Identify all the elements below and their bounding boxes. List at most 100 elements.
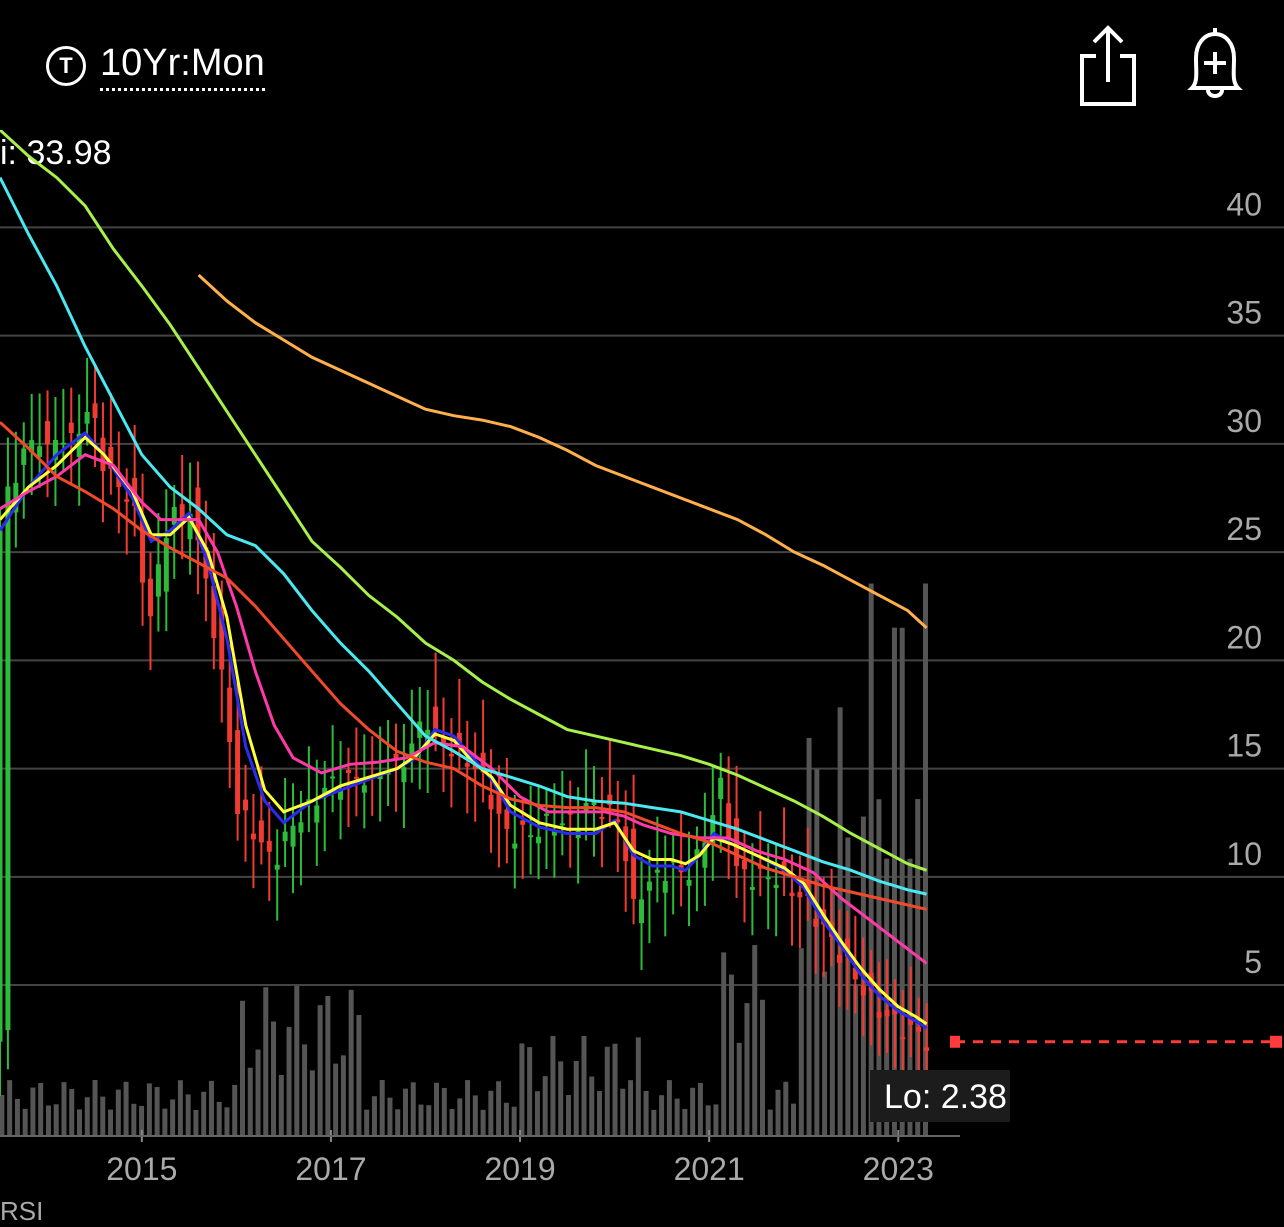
volume-bar	[294, 985, 300, 1135]
y-tick-label: 5	[1244, 944, 1262, 980]
add-alert-button[interactable]	[1180, 24, 1250, 110]
y-tick-label: 40	[1226, 186, 1262, 222]
candle-body	[37, 446, 43, 457]
volume-bar	[573, 1060, 579, 1135]
volume-bar	[674, 1098, 680, 1135]
candle-body	[852, 967, 858, 980]
x-tick-label: 2021	[674, 1151, 745, 1187]
candle-body	[702, 842, 708, 868]
volume-bar	[302, 1044, 308, 1135]
candle-body	[361, 785, 367, 793]
x-tick-label: 2019	[484, 1151, 555, 1187]
volume-bar	[604, 1046, 610, 1135]
volume-bar	[791, 1103, 797, 1135]
volume-bar	[659, 1095, 665, 1135]
volume-bar	[340, 1055, 346, 1135]
candle-body	[813, 918, 819, 927]
price-chart[interactable]: 5 10 15 20 25 30 35 40 2015 2017 2019 2021 2023	[0, 130, 1284, 1196]
volume-bar	[829, 888, 835, 1135]
volume-bar	[511, 1106, 517, 1135]
volume-bar	[170, 1099, 176, 1135]
volume-bar	[402, 1088, 408, 1135]
candle-body	[496, 792, 502, 814]
volume-bar	[108, 1109, 114, 1135]
y-tick-label: 10	[1226, 836, 1262, 872]
volume-bar	[651, 1109, 657, 1135]
share-button[interactable]	[1074, 24, 1144, 110]
y-tick-label: 15	[1226, 728, 1262, 764]
volume-bar	[426, 1105, 432, 1135]
volume-bar	[822, 971, 828, 1135]
candle-body	[29, 440, 35, 453]
candle-body	[45, 421, 51, 445]
candle-body	[21, 448, 27, 465]
volume-bar	[325, 995, 331, 1135]
low-label: Lo: 2.38	[884, 1078, 1007, 1116]
volume-bar	[488, 1090, 494, 1135]
volume-bar	[387, 1097, 393, 1135]
symbol-selector[interactable]: T 10Yr:Mon	[46, 40, 265, 91]
volume-bar	[30, 1087, 36, 1135]
candle-body	[789, 892, 795, 896]
candle-body	[718, 777, 724, 799]
candle-body	[456, 732, 462, 745]
candle-body	[860, 985, 866, 996]
candle-body	[211, 585, 217, 639]
volume-bar	[232, 1084, 238, 1135]
volume-bar	[760, 999, 766, 1135]
candle-body	[837, 954, 843, 963]
volume-bar	[247, 1067, 253, 1135]
candle-body	[298, 822, 304, 833]
candle-body	[243, 799, 249, 811]
candle-body	[274, 864, 280, 870]
volume-bar	[899, 627, 905, 1135]
volume-bar	[356, 1015, 362, 1135]
candle-body	[353, 776, 359, 779]
volume-bar	[371, 1096, 377, 1135]
candle-body	[765, 877, 771, 880]
volume-bar	[201, 1091, 207, 1135]
candle-body	[282, 831, 288, 842]
candle-body	[155, 564, 161, 597]
volume-bar	[239, 1000, 245, 1135]
candle-body	[187, 513, 193, 540]
volume-bar	[263, 987, 269, 1135]
volume-bar	[441, 1087, 447, 1135]
volume-bar	[193, 1109, 199, 1135]
volume-bar	[177, 1080, 183, 1135]
volume-bar	[0, 1095, 5, 1135]
volume-bar	[14, 1098, 20, 1135]
volume-bar	[612, 1043, 618, 1135]
volume-bar	[550, 1035, 556, 1135]
volume-bar	[589, 1076, 595, 1135]
volume-bar	[434, 1082, 440, 1135]
candle-body	[393, 753, 399, 759]
candle-body	[401, 767, 407, 783]
y-tick-label: 30	[1226, 403, 1262, 439]
candle-body	[924, 1047, 930, 1051]
candle-body	[551, 830, 557, 836]
candle-body	[694, 849, 700, 858]
candle-body	[876, 1012, 882, 1018]
volume-bar	[767, 1109, 773, 1135]
volume-bar	[666, 1080, 672, 1135]
volume-bar	[449, 1109, 455, 1135]
ma_slow-line	[0, 421, 927, 911]
volume-bar	[713, 1104, 719, 1135]
volume-bar	[752, 945, 758, 1135]
volume-bar	[503, 1102, 509, 1135]
candle-body	[266, 840, 272, 852]
candle-body	[710, 815, 716, 845]
candle-body	[631, 828, 637, 899]
candle-body	[219, 610, 225, 670]
candle-body	[543, 813, 549, 816]
candle-body	[488, 794, 494, 810]
high-label: i: 33.98	[0, 134, 112, 172]
volume-bar	[465, 1080, 471, 1135]
volume-bar	[154, 1087, 160, 1135]
candle-body	[140, 519, 146, 583]
volume-bar	[7, 1080, 13, 1135]
candle-body	[108, 447, 114, 469]
candle-body	[472, 763, 478, 770]
candle-body	[5, 486, 11, 1031]
